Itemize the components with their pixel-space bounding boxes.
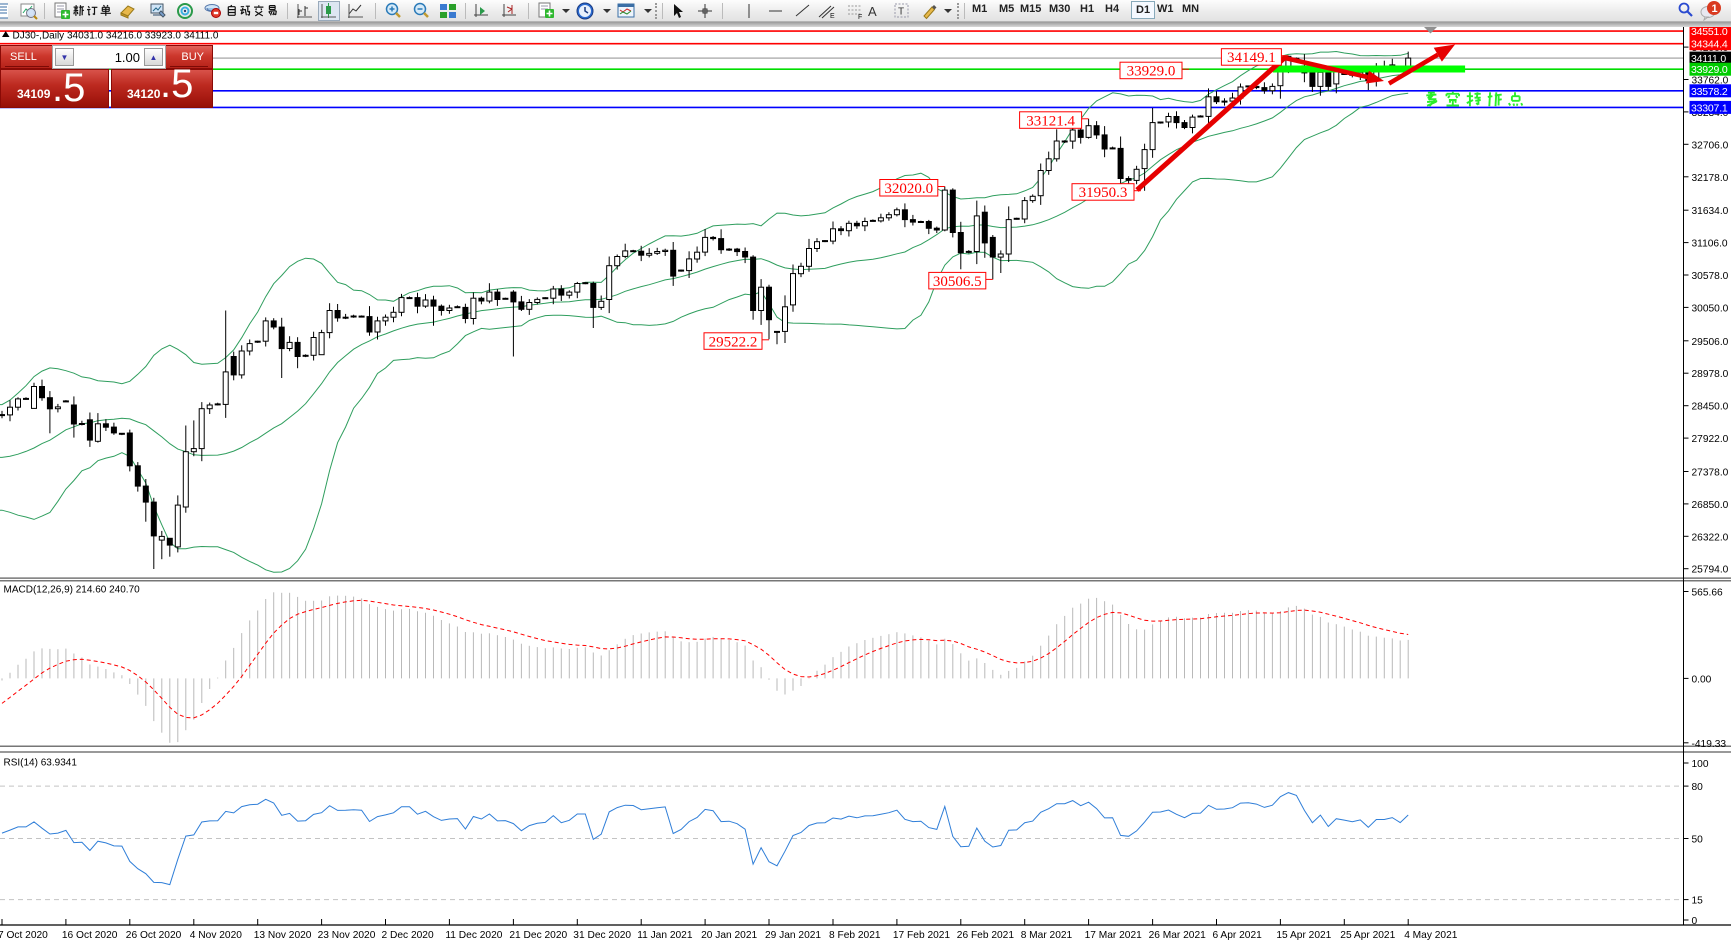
svg-text:32020.0: 32020.0 (884, 181, 933, 197)
svg-text:11 Dec 2020: 11 Dec 2020 (445, 930, 502, 941)
svg-text:50: 50 (1692, 835, 1704, 846)
svg-text:27378.0: 27378.0 (1692, 468, 1729, 479)
svg-text:7 Oct 2020: 7 Oct 2020 (0, 930, 48, 941)
svg-text:23 Nov 2020: 23 Nov 2020 (318, 930, 376, 941)
svg-text:15: 15 (1692, 896, 1704, 907)
svg-text:MACD(12,26,9) 214.60 240.70: MACD(12,26,9) 214.60 240.70 (4, 585, 141, 596)
svg-text:34344.4: 34344.4 (1691, 39, 1728, 51)
svg-text:4 Nov 2020: 4 Nov 2020 (190, 930, 242, 941)
svg-text:17 Feb 2021: 17 Feb 2021 (893, 930, 951, 941)
svg-text:34551.0: 34551.0 (1691, 26, 1728, 38)
svg-text:E: E (830, 13, 835, 20)
svg-text:28450.0: 28450.0 (1692, 402, 1729, 413)
svg-text:0: 0 (1692, 916, 1698, 927)
svg-text:2 Dec 2020: 2 Dec 2020 (382, 930, 434, 941)
svg-text:565.66: 565.66 (1692, 588, 1723, 599)
svg-text:28978.0: 28978.0 (1692, 369, 1729, 380)
svg-text:29506.0: 29506.0 (1692, 337, 1729, 348)
svg-text:32178.0: 32178.0 (1692, 173, 1729, 184)
svg-text:80: 80 (1692, 782, 1704, 793)
svg-text:31 Dec 2020: 31 Dec 2020 (573, 930, 631, 941)
svg-text:15 Apr 2021: 15 Apr 2021 (1276, 930, 1331, 941)
svg-text:1: 1 (1712, 3, 1718, 15)
svg-text:31106.0: 31106.0 (1692, 239, 1728, 250)
svg-text:32706.0: 32706.0 (1692, 140, 1729, 151)
svg-text:11 Jan 2021: 11 Jan 2021 (637, 930, 693, 941)
svg-text:33762.0: 33762.0 (1692, 76, 1729, 87)
svg-text:6 Apr 2021: 6 Apr 2021 (1213, 930, 1263, 941)
svg-text:26 Oct 2020: 26 Oct 2020 (126, 930, 182, 941)
svg-text:33929.0: 33929.0 (1691, 64, 1728, 76)
svg-text:30050.0: 30050.0 (1692, 303, 1729, 314)
svg-text:21 Dec 2020: 21 Dec 2020 (509, 930, 567, 941)
svg-text:33121.4: 33121.4 (1026, 113, 1075, 129)
svg-text:33578.2: 33578.2 (1691, 86, 1728, 98)
svg-text:29522.2: 29522.2 (709, 334, 758, 350)
svg-text:100: 100 (1692, 759, 1709, 770)
svg-text:DJ30-,Daily 34031.0 34216.0 3: DJ30-,Daily 34031.0 34216.0 33923.0 3411… (13, 31, 219, 42)
svg-text:26 Feb 2021: 26 Feb 2021 (957, 930, 1015, 941)
svg-text:33929.0: 33929.0 (1127, 64, 1176, 80)
svg-text:26850.0: 26850.0 (1692, 500, 1729, 511)
svg-text:26 Mar 2021: 26 Mar 2021 (1149, 930, 1207, 941)
svg-text:34111.0: 34111.0 (1691, 53, 1726, 65)
svg-text:RSI(14) 63.9341: RSI(14) 63.9341 (4, 758, 78, 769)
svg-text:4 May 2021: 4 May 2021 (1404, 930, 1458, 941)
svg-text:34149.1: 34149.1 (1227, 50, 1276, 66)
svg-text:F: F (858, 14, 862, 21)
svg-text:30578.0: 30578.0 (1692, 271, 1729, 282)
svg-text:8 Feb 2021: 8 Feb 2021 (829, 930, 881, 941)
svg-text:26322.0: 26322.0 (1692, 532, 1729, 543)
svg-text:30506.5: 30506.5 (933, 274, 982, 290)
svg-text:-419.33: -419.33 (1692, 739, 1727, 750)
svg-text:20 Jan 2021: 20 Jan 2021 (701, 930, 757, 941)
svg-text:25 Apr 2021: 25 Apr 2021 (1340, 930, 1395, 941)
svg-text:27922.0: 27922.0 (1692, 434, 1729, 445)
svg-text:8 Mar 2021: 8 Mar 2021 (1021, 930, 1073, 941)
svg-text:33307.1: 33307.1 (1691, 102, 1728, 114)
svg-text:31634.0: 31634.0 (1692, 206, 1729, 217)
svg-text:29 Jan 2021: 29 Jan 2021 (765, 930, 821, 941)
svg-text:17 Mar 2021: 17 Mar 2021 (1085, 930, 1143, 941)
svg-text:31950.3: 31950.3 (1079, 185, 1128, 201)
svg-text:16 Oct 2020: 16 Oct 2020 (62, 930, 118, 941)
svg-text:0.00: 0.00 (1692, 674, 1712, 685)
svg-text:25794.0: 25794.0 (1692, 565, 1729, 576)
svg-text:T: T (898, 7, 904, 18)
svg-text:13 Nov 2020: 13 Nov 2020 (254, 930, 312, 941)
